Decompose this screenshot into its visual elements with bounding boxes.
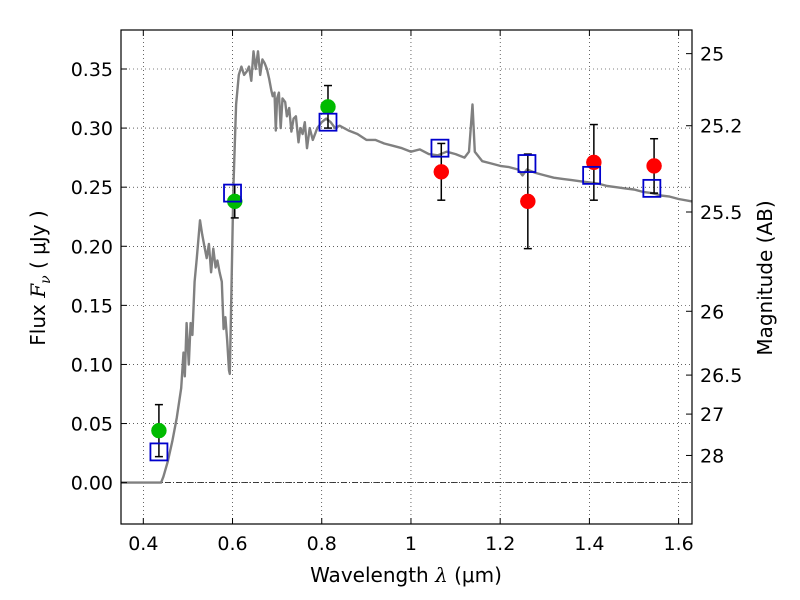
- x-tick-label: 1.6: [664, 533, 694, 555]
- y-tick-label: 0.05: [71, 414, 113, 436]
- y-tick-label: 0.30: [71, 118, 113, 140]
- y2-tick-label: 28: [700, 445, 724, 467]
- x-tick-label: 1: [405, 533, 417, 555]
- y-axis-label: Flux Fν ( μJy ): [26, 210, 54, 345]
- data-point-circle: [646, 158, 662, 174]
- y-tick-label: 0.20: [71, 236, 113, 258]
- model-photometry-square: [642, 178, 662, 198]
- y2-tick-label: 27: [700, 404, 724, 426]
- x-tick-label: 0.4: [128, 533, 158, 555]
- y2-tick-label: 25.5: [700, 202, 742, 224]
- y2-tick-label: 26: [700, 301, 724, 323]
- y2-tick-label: 25.2: [700, 116, 742, 138]
- model-photometry-square: [149, 442, 169, 462]
- data-point-circle: [520, 193, 536, 210]
- x-tick-label: 1.2: [485, 533, 515, 555]
- y-tick-label: 0.15: [71, 295, 113, 317]
- photometry-markers-layer: [149, 84, 662, 462]
- y-tick-label: 0.25: [71, 177, 113, 199]
- x-tick-label: 0.8: [307, 533, 337, 555]
- model-photometry-square: [430, 138, 450, 158]
- y2-axis-label: Magnitude (AB): [753, 200, 777, 355]
- y2-tick-label: 26.5: [700, 365, 742, 387]
- x-axis-label: Wavelength λ (μm): [310, 563, 502, 587]
- y2-tick-label: 25: [700, 44, 724, 66]
- y-tick-label: 0.35: [71, 59, 113, 81]
- data-point-circle: [433, 164, 450, 180]
- model-photometry-square: [517, 154, 537, 173]
- y-tick-label: 0.00: [71, 473, 113, 495]
- data-point-circle: [320, 99, 336, 115]
- plot-frame: [120, 29, 693, 525]
- axis-ticks: 0.4 0.6 0.8 1 1.2 1.4 1.6 0.00 0.05 0.10 0.15 0.20 0…: [71, 30, 742, 555]
- x-tick-label: 1.4: [574, 533, 604, 555]
- data-point-circle: [151, 422, 167, 439]
- model-photometry-square: [318, 112, 338, 132]
- y-tick-label: 0.10: [71, 354, 113, 376]
- x-tick-label: 0.6: [217, 533, 247, 555]
- model-photometry-square: [582, 165, 602, 185]
- model-photometry-square: [223, 183, 242, 203]
